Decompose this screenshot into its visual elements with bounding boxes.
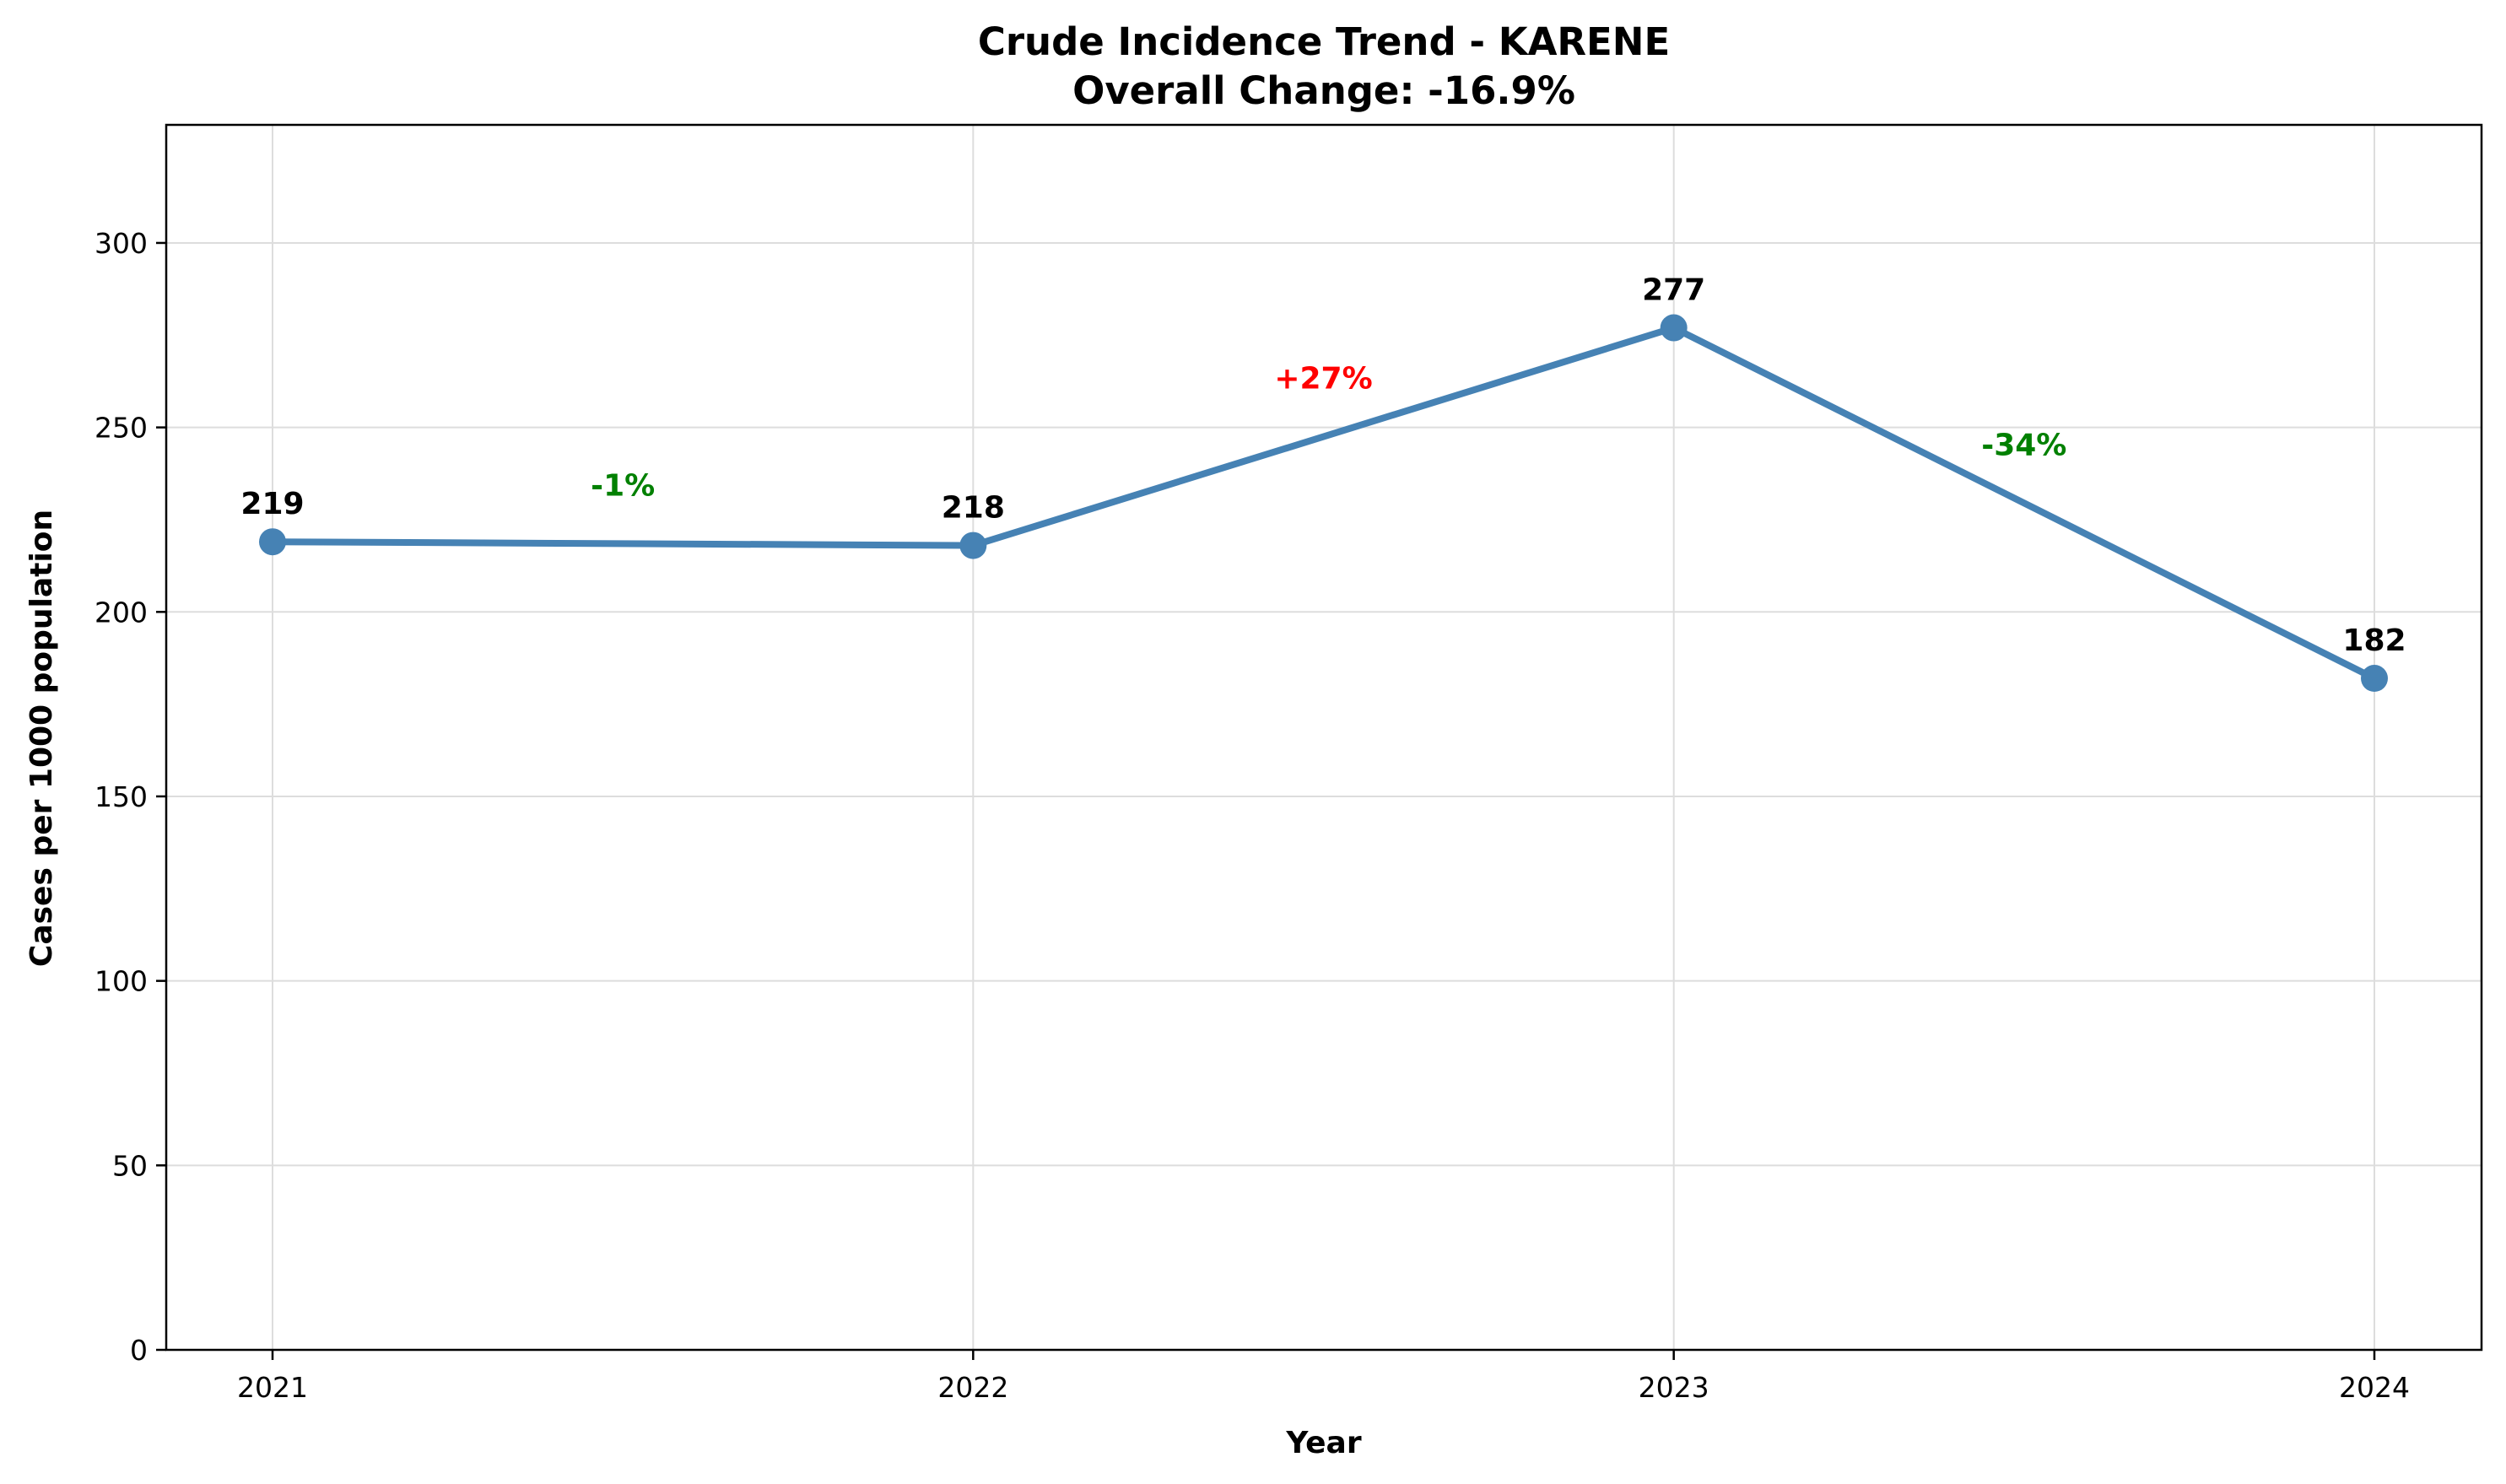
y-tick-label: 200	[95, 596, 148, 629]
plot-frame	[165, 123, 2483, 1352]
y-tick-label: 50	[112, 1149, 148, 1182]
value-label: 218	[942, 491, 1005, 526]
change-label: -34%	[1981, 428, 2066, 462]
data-point	[2361, 665, 2388, 693]
axis-ticks: 2021 2022 2023 2024 0 50 100 150 200 250 300	[95, 227, 2410, 1404]
x-tick-label: 2021	[237, 1371, 308, 1404]
axes	[165, 123, 2483, 1352]
line-series	[259, 314, 2388, 693]
x-tick-label: 2024	[2339, 1371, 2410, 1404]
change-label: -1%	[591, 468, 655, 503]
y-tick-label: 0	[130, 1334, 148, 1367]
data-labels: 219 218 277 182 -1% +27% -34%	[240, 273, 2406, 658]
change-label: +27%	[1274, 362, 1372, 397]
value-label: 182	[2342, 623, 2406, 658]
chart-title: Crude Incidence Trend - KARENE	[978, 19, 1670, 64]
x-tick-label: 2022	[937, 1371, 1008, 1404]
data-point	[1660, 314, 1688, 342]
value-label: 277	[1642, 273, 1705, 308]
grid-lines	[166, 125, 2482, 1351]
data-point	[259, 528, 286, 556]
x-tick-label: 2023	[1639, 1371, 1709, 1404]
series-line	[269, 324, 2378, 683]
x-axis-label: Year	[1285, 1426, 1361, 1460]
value-label: 219	[240, 487, 304, 521]
chart-subtitle: Overall Change: -16.9%	[1072, 68, 1575, 113]
y-axis-label: Cases per 1000 population	[24, 510, 59, 967]
y-tick-label: 250	[95, 412, 148, 445]
data-point	[959, 532, 987, 559]
y-tick-label: 300	[95, 227, 148, 260]
y-tick-label: 150	[95, 780, 148, 813]
y-tick-label: 100	[95, 965, 148, 998]
